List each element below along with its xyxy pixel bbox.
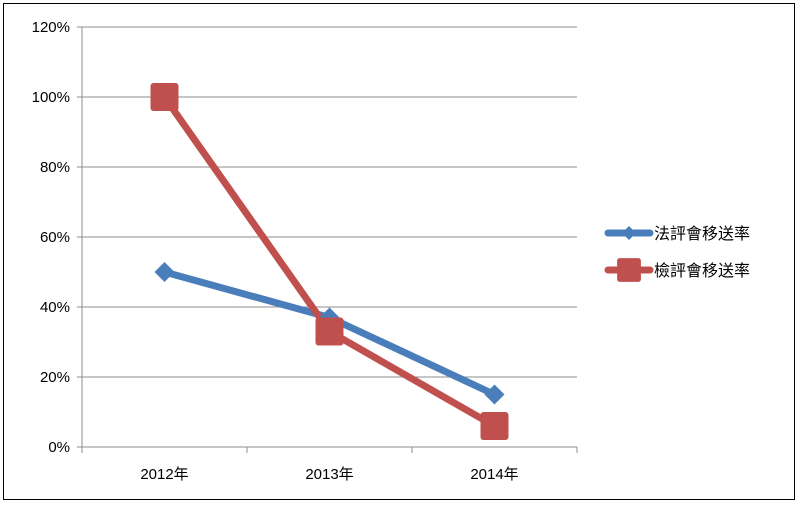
legend-marker	[622, 226, 636, 240]
y-axis-tick-labels: 0% 20% 40% 60% 80% 100% 120%	[32, 19, 70, 456]
y-tick-label: 40%	[40, 299, 70, 316]
x-tick-label: 2013年	[305, 466, 353, 483]
y-tick-label: 60%	[40, 229, 70, 246]
data-point-series-2	[480, 412, 509, 440]
data-point-series-2	[150, 83, 179, 111]
legend-marker	[617, 258, 641, 282]
data-point-series-1	[484, 384, 505, 405]
y-tick-label: 120%	[32, 19, 70, 36]
series-lines	[150, 83, 509, 440]
chart-frame	[3, 3, 795, 500]
y-tick-label: 100%	[32, 89, 70, 106]
y-tick-label: 20%	[40, 369, 70, 386]
y-tick-label: 80%	[40, 159, 70, 176]
y-tick-label: 0%	[48, 439, 70, 456]
x-tick-label: 2012年	[140, 466, 188, 483]
legend-label: 檢評會移送率	[654, 262, 750, 280]
data-point-series-1	[154, 262, 175, 282]
axes	[77, 26, 578, 453]
data-point-series-2	[315, 317, 344, 346]
x-tick-label: 2014年	[470, 466, 518, 483]
legend-label: 法評會移送率	[654, 225, 750, 243]
x-axis-tick-labels: 2012年 2013年 2014年	[140, 466, 518, 483]
